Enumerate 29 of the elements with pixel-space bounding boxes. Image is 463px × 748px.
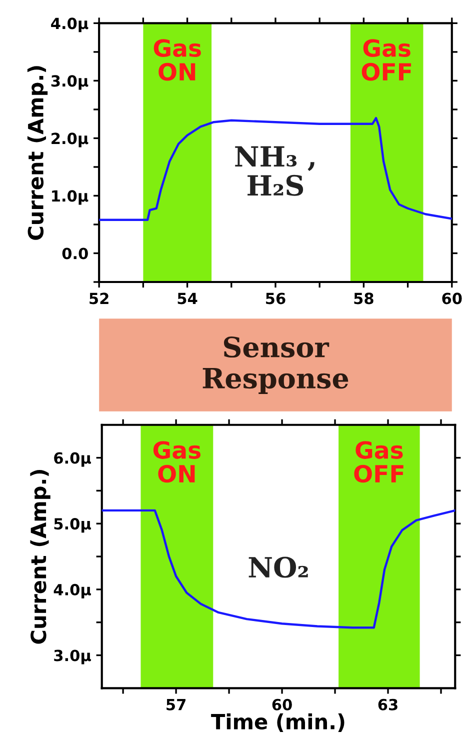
y-axis-title: Current (Amp.): [27, 66, 48, 240]
x-tick-label: 63: [378, 698, 398, 710]
band-label: Gas OFF: [362, 39, 412, 81]
band-label: Gas ON: [153, 441, 200, 483]
x-tick-label: 52: [90, 292, 108, 304]
y-tick-label: 2.0μ: [52, 132, 88, 148]
x-tick-label: 60: [272, 698, 292, 710]
line-series: [99, 116, 452, 221]
y-tick-label: 6.0μ: [54, 452, 91, 467]
x-tick-label: 60: [442, 292, 462, 304]
y-axis-title: Current (Amp.): [30, 470, 50, 644]
annotation: NH₃ , H₂S: [235, 146, 314, 196]
y-tick-label: 5.0μ: [54, 518, 91, 533]
band-label: Gas ON: [154, 39, 201, 81]
y-tick-label: 4.0μ: [51, 18, 88, 32]
band-label: Gas OFF: [354, 441, 404, 483]
x-axis-title: Time (min.): [211, 713, 344, 732]
y-tick-label: 4.0μ: [54, 584, 91, 598]
y-tick-label: 3.0μ: [54, 650, 91, 664]
y-tick-label: 0.0: [62, 248, 88, 260]
y-tick-label: 1.0μ: [52, 190, 88, 205]
x-tick-label: 56: [266, 292, 286, 304]
annotation: NO₂: [248, 556, 308, 578]
x-tick-label: 57: [166, 699, 186, 710]
x-tick-label: 54: [178, 292, 198, 304]
y-tick-label: 3.0μ: [51, 75, 88, 90]
x-tick-label: 58: [354, 292, 374, 304]
line-series: [102, 509, 456, 629]
text: Sensor Response: [202, 336, 348, 394]
